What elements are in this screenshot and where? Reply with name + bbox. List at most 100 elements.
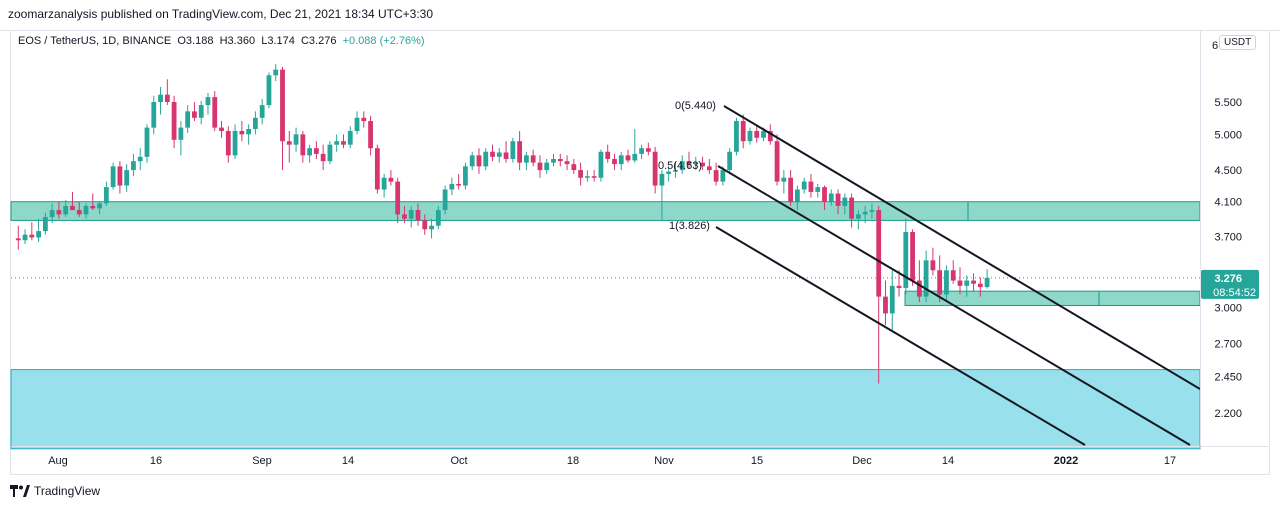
candle-body <box>273 69 279 76</box>
candle-body <box>307 148 312 156</box>
candle-body <box>22 234 28 241</box>
candle-body <box>883 296 888 314</box>
candle-body <box>246 128 252 135</box>
candle-body <box>584 176 590 178</box>
candle-body <box>713 170 719 182</box>
candle-body <box>869 210 875 212</box>
currency-button[interactable]: USDT <box>1219 35 1257 50</box>
candle-body <box>449 183 455 190</box>
candles-layer <box>15 64 990 384</box>
candle-body <box>341 141 346 145</box>
candle-body <box>219 127 224 131</box>
time-tick-label: Nov <box>654 455 674 467</box>
candle-body <box>225 130 231 156</box>
candle-body <box>822 187 827 202</box>
time-tick-label: Dec <box>852 455 872 467</box>
candle-body <box>984 277 990 288</box>
candle-body <box>964 280 970 286</box>
tradingview-logo-icon <box>10 485 30 497</box>
last-price-value: 3.276 <box>1214 273 1242 285</box>
candle-body <box>706 166 712 171</box>
candle-body <box>137 156 143 162</box>
candle-body <box>476 155 482 167</box>
candle-body <box>605 151 611 159</box>
fib-level-label: 1(3.826) <box>669 220 710 232</box>
candle-body <box>835 193 841 206</box>
time-tick-label: Oct <box>450 455 467 467</box>
price-tick-label: 5.500 <box>1214 97 1242 109</box>
candle-body <box>916 280 922 297</box>
candle-body <box>666 171 672 174</box>
candle-body <box>354 117 360 131</box>
candle-body <box>232 130 238 156</box>
candle-body <box>76 210 82 215</box>
candle-body <box>557 158 563 162</box>
candle-body <box>490 151 495 157</box>
price-tick-label: 2.200 <box>1214 408 1242 420</box>
symbol-name[interactable]: EOS / TetherUS, 1D, BINANCE <box>18 35 172 47</box>
candle-body <box>463 166 468 186</box>
candle-body <box>483 151 489 167</box>
time-tick-label: 2022 <box>1054 455 1078 467</box>
candle-body <box>910 231 915 281</box>
bar-close-countdown: 08:54:52 <box>1213 287 1256 299</box>
candle-body <box>767 130 773 142</box>
candle-body <box>388 177 394 182</box>
price-tick-label: 2.700 <box>1214 338 1242 350</box>
candle-body <box>402 214 407 219</box>
candle-body <box>700 162 705 167</box>
candle-body <box>876 210 882 297</box>
candle-body <box>808 181 814 192</box>
candle-body <box>862 211 868 215</box>
candle-body <box>930 260 936 271</box>
candle-body <box>286 141 292 145</box>
candle-body <box>747 130 753 142</box>
time-tick-label: Sep <box>252 455 272 467</box>
candle-body <box>124 170 130 186</box>
candle-body <box>957 280 963 286</box>
candle-body <box>56 210 62 215</box>
candle-body <box>645 148 651 152</box>
candle-body <box>36 231 41 238</box>
tradingview-branding[interactable]: TradingView <box>10 484 100 498</box>
candle-body <box>923 260 929 297</box>
candle-body <box>178 127 184 140</box>
candle-body <box>110 166 116 188</box>
candle-body <box>591 176 597 178</box>
candle-body <box>679 161 685 171</box>
candle-body <box>29 234 35 238</box>
candle-body <box>300 134 306 156</box>
candle-body <box>496 152 502 157</box>
candle-body <box>429 225 434 230</box>
price-tick-label: 3.000 <box>1214 303 1242 315</box>
last-price-tag <box>1201 269 1259 299</box>
symbol-legend: EOS / TetherUS, 1D, BINANCE O3.188 H3.36… <box>18 35 425 47</box>
candle-body <box>368 121 373 149</box>
candle-body <box>971 280 976 284</box>
price-tick-label: 3.700 <box>1214 232 1242 244</box>
candle-body <box>551 158 556 163</box>
candle-body <box>693 162 699 165</box>
candle-body <box>754 130 760 138</box>
candle-body <box>63 205 69 215</box>
candle-body <box>727 151 733 171</box>
candle-body <box>239 130 245 135</box>
candle-body <box>652 151 658 186</box>
candle-body <box>950 270 956 281</box>
time-tick-label: 16 <box>150 455 162 467</box>
candle-body <box>171 102 177 140</box>
price-tick-label: 4.100 <box>1214 197 1242 209</box>
candle-body <box>639 148 644 154</box>
candle-body <box>42 216 48 232</box>
candle-body <box>510 141 516 159</box>
zone-resistance <box>10 201 1201 221</box>
candle-body <box>761 130 766 138</box>
candle-body <box>185 111 191 128</box>
price-tick-label: 4.500 <box>1214 165 1242 177</box>
candle-body <box>280 69 285 142</box>
time-tick-label: 14 <box>342 455 354 467</box>
candle-body <box>537 162 543 171</box>
candle-body <box>131 161 136 171</box>
candle-body <box>374 148 380 190</box>
